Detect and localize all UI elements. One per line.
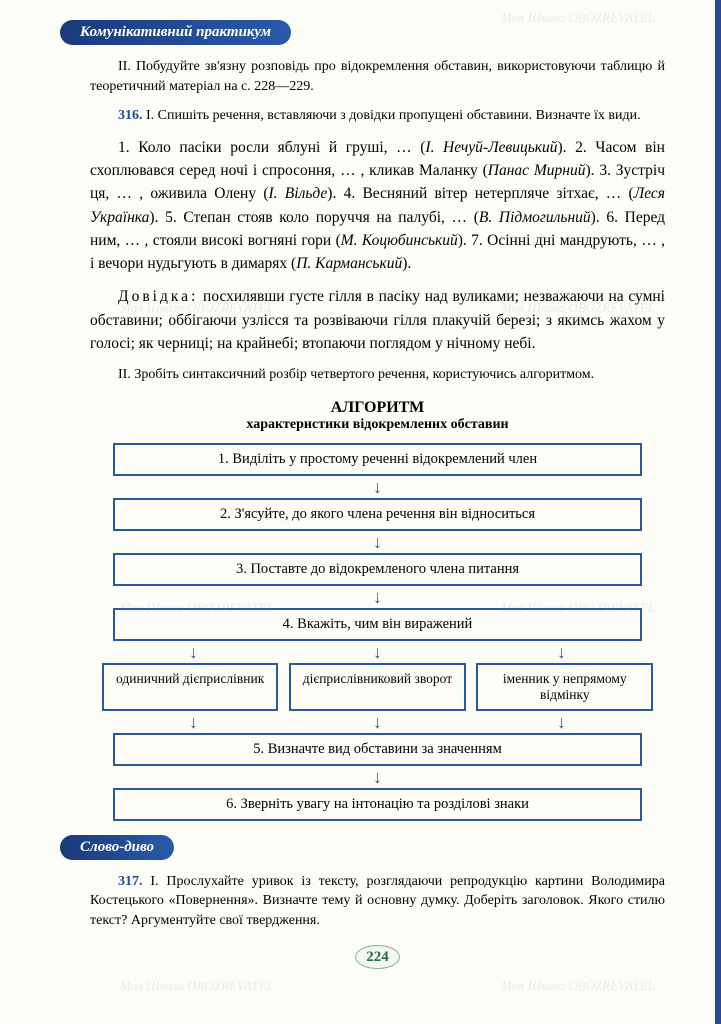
- watermark: Моя Школа OBOZREVATEL: [120, 978, 274, 994]
- page-number: 224: [90, 948, 665, 966]
- flow-step-4: 4. Вкажіть, чим він виражений: [113, 608, 642, 641]
- exercise-number: 317.: [118, 874, 143, 889]
- flow-arrow-icon: ↓: [90, 588, 665, 606]
- textbook-page: Моя Школа OBOZREVATEL Моя Школа OBOZREVA…: [0, 0, 721, 1024]
- exercise-317-text: I. Прослухайте уривок із тексту, розгляд…: [90, 874, 665, 928]
- exercise-316-body: 1. Коло пасіки росли яблуні й груші, … (…: [90, 136, 665, 276]
- flow-arrow-icon: ↓: [90, 478, 665, 496]
- flow-branch-arrows: ↓ ↓ ↓: [102, 641, 654, 663]
- algorithm-subtitle: характеристики відокремлених обставин: [90, 417, 665, 433]
- flow-step-3: 3. Поставте до відокремленого члена пита…: [113, 553, 642, 586]
- flow-option-b: дієприслівниковий зворот: [289, 663, 466, 711]
- flow-options-row: одиничний дієприслівник дієприслівникови…: [102, 663, 654, 711]
- exercise-number: 316.: [118, 108, 143, 123]
- flow-option-a: одиничний дієприслівник: [102, 663, 279, 711]
- section-header-communicative: Комунікативний практикум: [60, 20, 291, 45]
- flow-arrow-icon: ↓: [286, 713, 470, 731]
- watermark: Моя Школа OBOZREVATEL: [501, 10, 655, 26]
- flow-step-5: 5. Визначте вид обставини за значенням: [113, 733, 642, 766]
- flow-arrow-icon: ↓: [102, 713, 286, 731]
- flow-arrow-icon: ↓: [90, 533, 665, 551]
- task-II-text: II. Побудуйте зв'язну розповідь про відо…: [90, 57, 665, 96]
- flow-step-2: 2. З'ясуйте, до якого члена речення він …: [113, 498, 642, 531]
- flow-step-1: 1. Виділіть у простому реченні відокремл…: [113, 443, 642, 476]
- flow-merge-arrows: ↓ ↓ ↓: [102, 711, 654, 733]
- flow-arrow-icon: ↓: [286, 643, 470, 661]
- flow-step-6: 6. Зверніть увагу на інтонацію та розділ…: [113, 788, 642, 821]
- exercise-316-intro: 316. I. Спишіть речення, вставляючи з до…: [90, 106, 665, 126]
- exercise-intro-text: I. Спишіть речення, вставляючи з довідки…: [146, 108, 641, 123]
- section-header-slovo-dyvo: Слово-диво: [60, 835, 174, 860]
- algorithm-title: АЛГОРИТМ: [90, 399, 665, 417]
- dovidka-block: Довідка: посхилявши густе гілля в пасіку…: [90, 285, 665, 355]
- exercise-316-task2: II. Зробіть синтаксичний розбір четверто…: [90, 365, 665, 385]
- flow-arrow-icon: ↓: [90, 768, 665, 786]
- flow-arrow-icon: ↓: [102, 643, 286, 661]
- flow-arrow-icon: ↓: [470, 643, 654, 661]
- watermark: Моя Школа OBOZREVATEL: [501, 978, 655, 994]
- exercise-317: 317. I. Прослухайте уривок із тексту, ро…: [90, 872, 665, 931]
- flow-arrow-icon: ↓: [470, 713, 654, 731]
- flow-option-c: іменник у непрямому відмінку: [476, 663, 653, 711]
- algorithm-flowchart: 1. Виділіть у простому реченні відокремл…: [90, 443, 665, 821]
- dovidka-label: Довідка:: [118, 288, 198, 305]
